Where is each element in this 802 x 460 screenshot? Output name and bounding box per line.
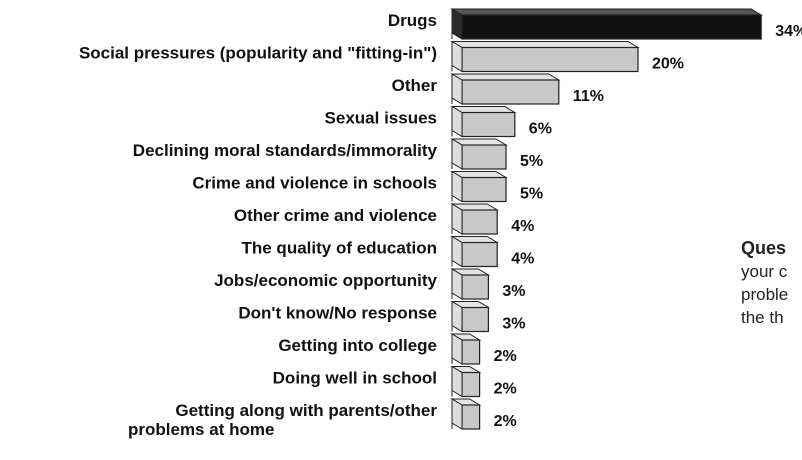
bar — [450, 105, 517, 138]
bar-top-face — [450, 41, 640, 48]
bar-top-face — [450, 73, 561, 81]
category-label: Other — [392, 76, 438, 95]
bar-front-face — [461, 144, 507, 170]
bar-side-face — [451, 333, 463, 365]
value-label: 2% — [494, 348, 517, 365]
category-label: Declining moral standards/immorality — [133, 141, 438, 160]
value-label: 3% — [502, 316, 525, 333]
bar-side-face — [451, 235, 463, 268]
bar-front-face — [461, 306, 489, 333]
bar — [450, 138, 508, 170]
category-label: problems at home — [128, 420, 274, 439]
value-label: 4% — [511, 218, 534, 235]
value-label: 11% — [573, 88, 604, 105]
value-label: 20% — [652, 56, 684, 73]
category-label: Drugs — [388, 11, 437, 30]
category-label: Sexual issues — [325, 109, 437, 128]
category-label: Getting along with parents/other — [175, 401, 437, 420]
question-text-block: Ques your c proble the th — [741, 236, 802, 346]
category-labels-group: Drugs Social pressures (popularity and "f… — [79, 11, 438, 439]
bar-side-face — [451, 300, 463, 333]
bar-front-face — [461, 241, 498, 268]
bar — [450, 365, 482, 398]
bar-front-face — [461, 404, 481, 430]
bar — [450, 268, 491, 300]
bar-front-face — [461, 371, 481, 398]
value-label: 5% — [520, 186, 543, 203]
bar-top-face — [450, 8, 764, 16]
category-label: Other crime and violence — [234, 206, 437, 225]
bar — [450, 73, 561, 105]
question-line-2: proble — [741, 285, 789, 304]
bar-side-face — [451, 170, 463, 203]
bar-side-face — [451, 203, 463, 235]
category-label: The quality of education — [241, 239, 437, 258]
category-label: Crime and violence in schools — [192, 174, 437, 193]
value-label: 34% — [775, 23, 802, 40]
bar — [450, 235, 500, 268]
category-label: Jobs/economic opportunity — [214, 271, 437, 290]
bar — [450, 300, 491, 333]
category-label: Getting into college — [278, 336, 437, 355]
bars-group — [450, 8, 764, 430]
bar-front-face — [461, 176, 507, 203]
value-label: 4% — [511, 251, 534, 268]
bar — [450, 8, 764, 40]
bar-side-face — [451, 40, 463, 73]
bar-front-face — [461, 339, 481, 365]
bar — [450, 398, 482, 430]
bar-front-face — [461, 46, 639, 73]
value-label: 2% — [494, 381, 517, 398]
category-label: Doing well in school — [273, 369, 437, 388]
bar-side-face — [451, 398, 463, 430]
bar — [450, 170, 508, 203]
bar-side-face — [451, 105, 463, 138]
bar — [450, 203, 500, 235]
bar-side-face — [451, 268, 463, 300]
question-title: Ques — [741, 238, 787, 258]
value-label: 2% — [494, 413, 517, 430]
value-label: 3% — [502, 283, 525, 300]
bar-front-face — [461, 274, 489, 300]
bar-front-face — [461, 79, 560, 105]
bar-side-face — [451, 8, 463, 40]
value-label: 5% — [520, 153, 543, 170]
question-line-1: your c — [741, 262, 788, 281]
bar — [450, 40, 640, 73]
bar-side-face — [451, 365, 463, 398]
bar-side-face — [451, 73, 463, 105]
question-line-3: the th — [741, 308, 784, 327]
category-label: Don't know/No response — [238, 304, 437, 323]
category-label: Social pressures (popularity and "fittin… — [79, 44, 437, 63]
value-label: 6% — [529, 121, 552, 138]
bar-side-face — [451, 138, 463, 170]
bar-front-face — [461, 14, 762, 40]
bar-front-face — [461, 209, 498, 235]
bar-front-face — [461, 111, 516, 138]
bar — [450, 333, 482, 365]
value-labels-group: 34% 20% 11% 6% 5% 5% 4% 4% 3% 3% 2% 2% 2% — [494, 23, 802, 430]
